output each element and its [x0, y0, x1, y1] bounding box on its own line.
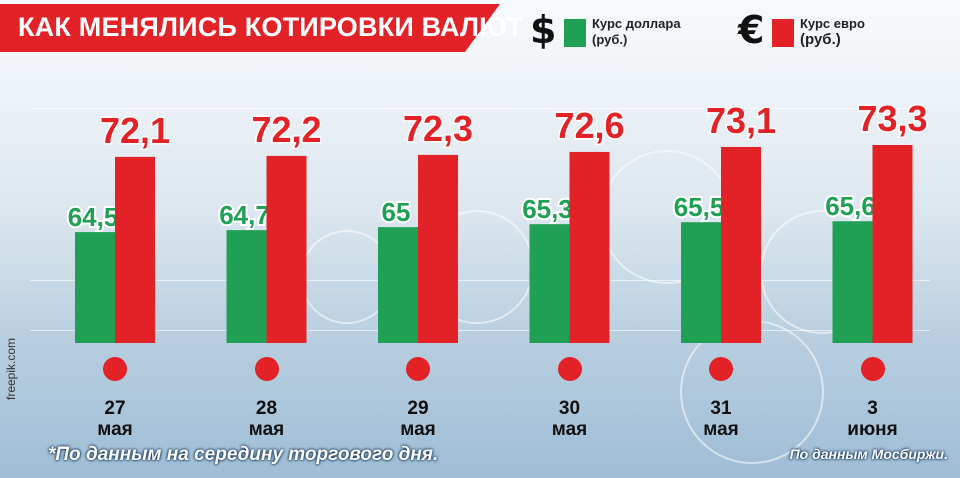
legend-label-line: (руб.)	[592, 32, 628, 47]
grid-decoration	[30, 280, 930, 281]
dollar-icon: $	[530, 8, 557, 52]
euro-bar	[266, 155, 307, 343]
image-credit: freepik.com	[4, 337, 18, 400]
date-marker-dot	[103, 357, 127, 381]
dollar-value-label: 64,7	[219, 200, 270, 230]
grid-decoration	[30, 108, 930, 109]
x-tick-label: 29 мая	[378, 398, 458, 440]
euro-icon: €	[738, 8, 765, 52]
dollar-value-label: 65,3	[522, 194, 573, 224]
x-tick-label-line: мая	[97, 419, 133, 440]
legend-dollar: $ Курс доллара (руб.)	[530, 8, 710, 54]
x-tick-label-line: 3	[867, 398, 878, 419]
x-tick-label-line: 29	[407, 398, 429, 419]
legend-label-line: Курс евро	[800, 16, 865, 31]
dollar-bar	[681, 222, 721, 343]
date-marker-dot	[406, 357, 430, 381]
x-tick-label-line: мая	[400, 419, 436, 440]
title-banner: КАК МЕНЯЛИСЬ КОТИРОВКИ ВАЛЮТ	[0, 4, 523, 52]
euro-value-label: 72,1	[100, 110, 170, 151]
footnote: *По данным на середину торгового дня.	[48, 444, 439, 465]
x-tick-label-line: 30	[558, 398, 581, 419]
dollar-value-label: 65,5	[674, 192, 725, 222]
title-band	[0, 4, 500, 52]
legend-label-line: (руб.)	[800, 31, 841, 48]
legend-label-line: Курс доллара	[592, 16, 681, 31]
x-tick-label: 31 мая	[681, 398, 761, 440]
x-tick-label-line: июня	[847, 419, 898, 440]
page-title: КАК МЕНЯЛИСЬ КОТИРОВКИ ВАЛЮТ	[18, 12, 524, 42]
x-tick-label-line: мая	[551, 419, 588, 440]
legend-euro: € Курс евро (руб.)	[738, 8, 938, 54]
x-tick-label-line: мая	[248, 419, 285, 440]
euro-value-label: 73,3	[857, 98, 927, 139]
x-tick-label-line: 28	[255, 398, 278, 419]
legend-swatch-euro	[772, 19, 794, 47]
date-marker-dot	[709, 357, 733, 381]
dollar-bar	[832, 221, 873, 343]
x-tick-label-line: 27	[104, 398, 126, 419]
euro-value-label: 72,6	[554, 105, 624, 146]
date-marker-dot	[860, 357, 885, 381]
date-marker-dot	[254, 357, 279, 381]
date-marker-dot	[557, 357, 582, 381]
x-tick-label: 3 июня	[833, 398, 913, 440]
dollar-value-label: 65,6	[825, 191, 876, 221]
dollar-bar	[226, 230, 267, 343]
x-tick-label: 28 мая	[227, 398, 307, 440]
euro-bar	[721, 146, 761, 343]
dollar-bar	[529, 224, 570, 343]
euro-bar	[418, 154, 458, 343]
legend-swatch-dollar	[564, 19, 586, 47]
dollar-bar	[378, 227, 418, 343]
legend-label-dollar: Курс доллара (руб.)	[592, 16, 681, 48]
x-tick-label-line: мая	[703, 419, 739, 440]
x-tick-label: 30 мая	[530, 398, 610, 440]
x-tick-label: 27 мая	[75, 398, 155, 440]
legend-label-euro: Курс евро (руб.)	[800, 16, 865, 48]
euro-bar	[872, 145, 913, 343]
euro-value-label: 72,3	[403, 108, 473, 149]
euro-bar	[115, 156, 155, 343]
dollar-bar	[75, 232, 115, 343]
source-note: По данным Мосбиржи.	[789, 446, 948, 462]
dollar-value-label: 65	[382, 197, 411, 227]
euro-value-label: 73,1	[706, 100, 776, 141]
euro-value-label: 72,2	[251, 109, 321, 150]
dollar-value-label: 64,5	[68, 202, 119, 232]
euro-bar	[569, 151, 610, 343]
x-tick-label-line: 31	[710, 398, 732, 419]
grid-decoration	[30, 330, 930, 331]
